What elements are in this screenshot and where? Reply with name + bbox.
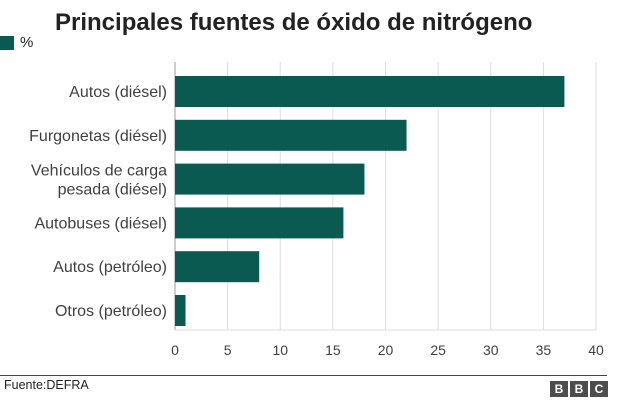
- x-tick-label: 10: [272, 342, 288, 358]
- x-axis-tick-labels: 0 5 10 15 20 25 30 35 40: [171, 342, 604, 358]
- bar: [175, 76, 565, 107]
- x-tick-label: 25: [430, 342, 446, 358]
- category-label: Furgonetas (diésel): [29, 128, 167, 145]
- x-tick-label: 35: [536, 342, 552, 358]
- bbc-logo-letter: B: [550, 381, 568, 397]
- category-label: Autobuses (diésel): [34, 215, 167, 232]
- bbc-logo-letter: C: [590, 381, 608, 397]
- bar: [175, 207, 344, 239]
- bbc-logo: B B C: [550, 381, 608, 397]
- bar: [175, 295, 186, 326]
- footer-divider: [0, 375, 607, 376]
- source-note: Fuente:DEFRA: [4, 378, 89, 392]
- category-label: Otros (petróleo): [55, 303, 167, 320]
- bar: [175, 119, 407, 151]
- chart-title: Principales fuentes de óxido de nitrógen…: [55, 9, 533, 36]
- category-label: Vehículos de carga pesada (diésel): [31, 163, 167, 199]
- bar: [175, 251, 260, 283]
- chart-legend: %: [0, 34, 33, 51]
- bar: [175, 163, 365, 195]
- x-tick-label: 40: [588, 342, 604, 358]
- x-tick-label: 15: [325, 342, 341, 358]
- bars: [175, 76, 565, 326]
- bbc-logo-letter: B: [570, 381, 588, 397]
- legend-swatch: [0, 35, 14, 50]
- x-tick-label: 0: [171, 342, 179, 358]
- category-label: Autos (diésel): [69, 84, 167, 101]
- x-tick-label: 20: [378, 342, 394, 358]
- x-tick-label: 30: [483, 342, 499, 358]
- category-label: Autos (petróleo): [53, 259, 167, 276]
- legend-label: %: [20, 34, 34, 51]
- x-tick-label: 5: [224, 342, 232, 358]
- category-labels: Autos (diésel) Furgonetas (diésel) Vehícul…: [29, 84, 167, 320]
